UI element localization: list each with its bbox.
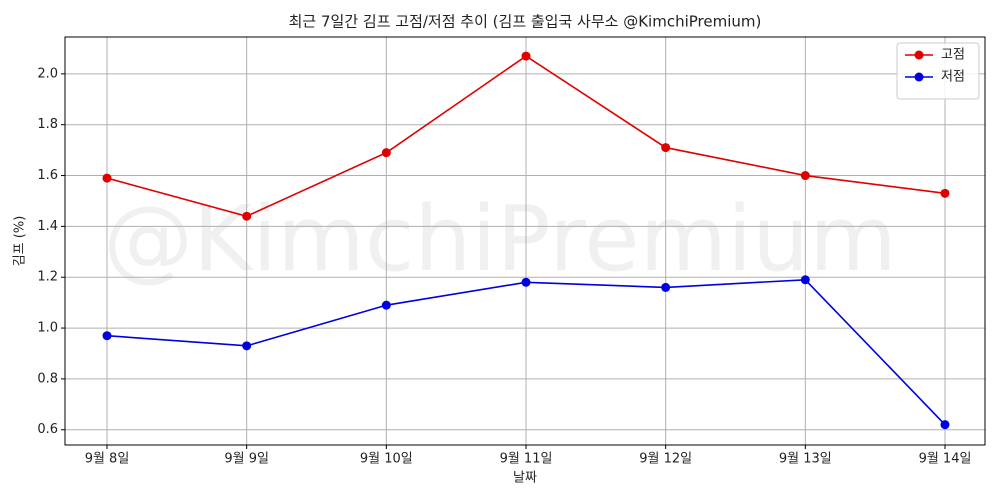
y-tick-label: 1.8 [37,117,58,132]
point [661,282,671,292]
point [661,143,671,153]
x-tick-label: 9월 8일 [85,452,130,467]
point [102,331,112,341]
point [381,300,391,310]
watermark: @KimchiPremium [103,187,897,292]
y-tick-label: 0.6 [37,422,58,437]
y-tick-label: 0.8 [37,371,58,386]
x-tick-label: 9월 13일 [779,452,832,467]
plot-frame [64,36,986,446]
legend-label: 고점 [941,48,965,63]
y-tick-label: 1.0 [37,321,58,336]
x-axis-label: 날짜 [513,471,537,486]
point [800,275,810,285]
legend-marker [914,50,924,60]
point [242,211,252,221]
x-tick-label: 9월 14일 [919,452,972,467]
point [940,188,950,198]
y-tick-label: 1.4 [37,219,58,234]
y-tick-label: 2.0 [37,66,58,81]
x-tick-label: 9월 12일 [639,452,692,467]
legend-box [896,42,980,100]
x-tick-label: 9월 11일 [500,452,553,467]
point [242,341,252,351]
point [381,148,391,158]
y-tick-label: 1.6 [37,168,58,183]
point [940,420,950,430]
x-tick-label: 9월 10일 [360,452,413,467]
point [102,173,112,183]
point [521,51,531,61]
chart-title: 최근 7일간 김프 고점/저점 추이 (김프 출입국 사무소 @KimchiPr… [289,13,762,31]
legend-marker [914,72,924,82]
y-axis-label: 김프 (%) [13,216,28,267]
legend-label: 저점 [941,70,965,85]
x-tick-label: 9월 9일 [224,452,269,467]
point [800,171,810,181]
point [521,277,531,287]
y-tick-label: 1.2 [37,270,58,285]
